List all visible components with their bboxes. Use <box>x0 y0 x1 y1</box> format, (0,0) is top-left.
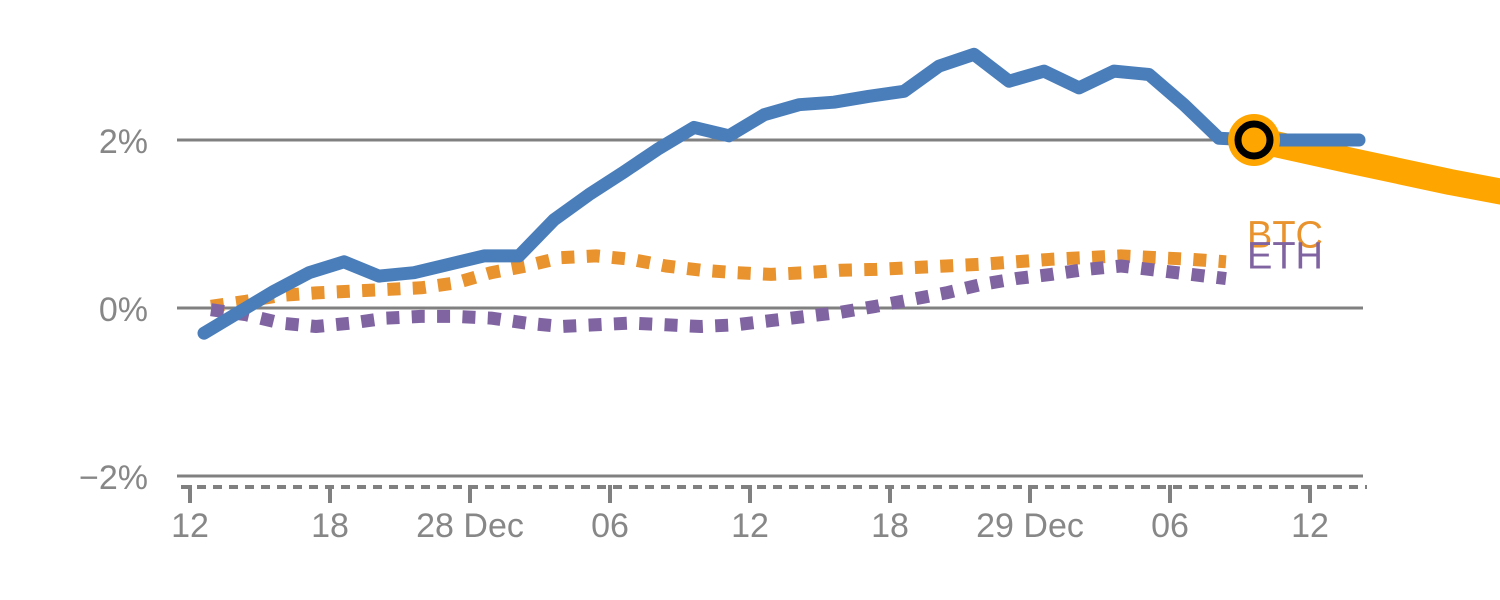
y-axis-label-0: 2% <box>99 123 148 161</box>
series-line-eth <box>210 259 1227 333</box>
x-axis-label-4: 12 <box>731 507 769 545</box>
x-axis-labels-group: 12 18 28 Dec 06 12 18 29 Dec 06 12 <box>171 507 1329 545</box>
x-axis-label-2: 28 Dec <box>416 507 524 545</box>
x-axis-label-6: 29 Dec <box>976 507 1084 545</box>
gridlines-group <box>177 138 1363 478</box>
series-group <box>197 47 1500 340</box>
x-axis-label-5: 18 <box>871 507 909 545</box>
x-axis-label-7: 06 <box>1151 507 1189 545</box>
x-axis-label-8: 12 <box>1291 507 1329 545</box>
forecast-start-marker[interactable] <box>1234 120 1274 160</box>
series-line-btc <box>210 249 1227 313</box>
x-axis-label-1: 18 <box>311 507 349 545</box>
series-annotations-group: BTCETHIndex <box>1247 215 1323 278</box>
series-line-index-forecast <box>1243 127 1500 205</box>
btc-label: BTC <box>1247 215 1323 257</box>
x-axis-group <box>181 485 1367 503</box>
eth-label: ETH <box>1247 236 1323 278</box>
forecast-start-marker-group <box>1228 114 1280 166</box>
series-line-index <box>197 47 1366 340</box>
y-axis-labels-group: 2% 0% −2% <box>79 123 148 497</box>
y-axis-label-2: −2% <box>79 459 148 497</box>
x-axis-label-3: 06 <box>591 507 629 545</box>
y-axis-label-1: 0% <box>99 291 148 329</box>
x-axis-label-0: 12 <box>171 507 209 545</box>
